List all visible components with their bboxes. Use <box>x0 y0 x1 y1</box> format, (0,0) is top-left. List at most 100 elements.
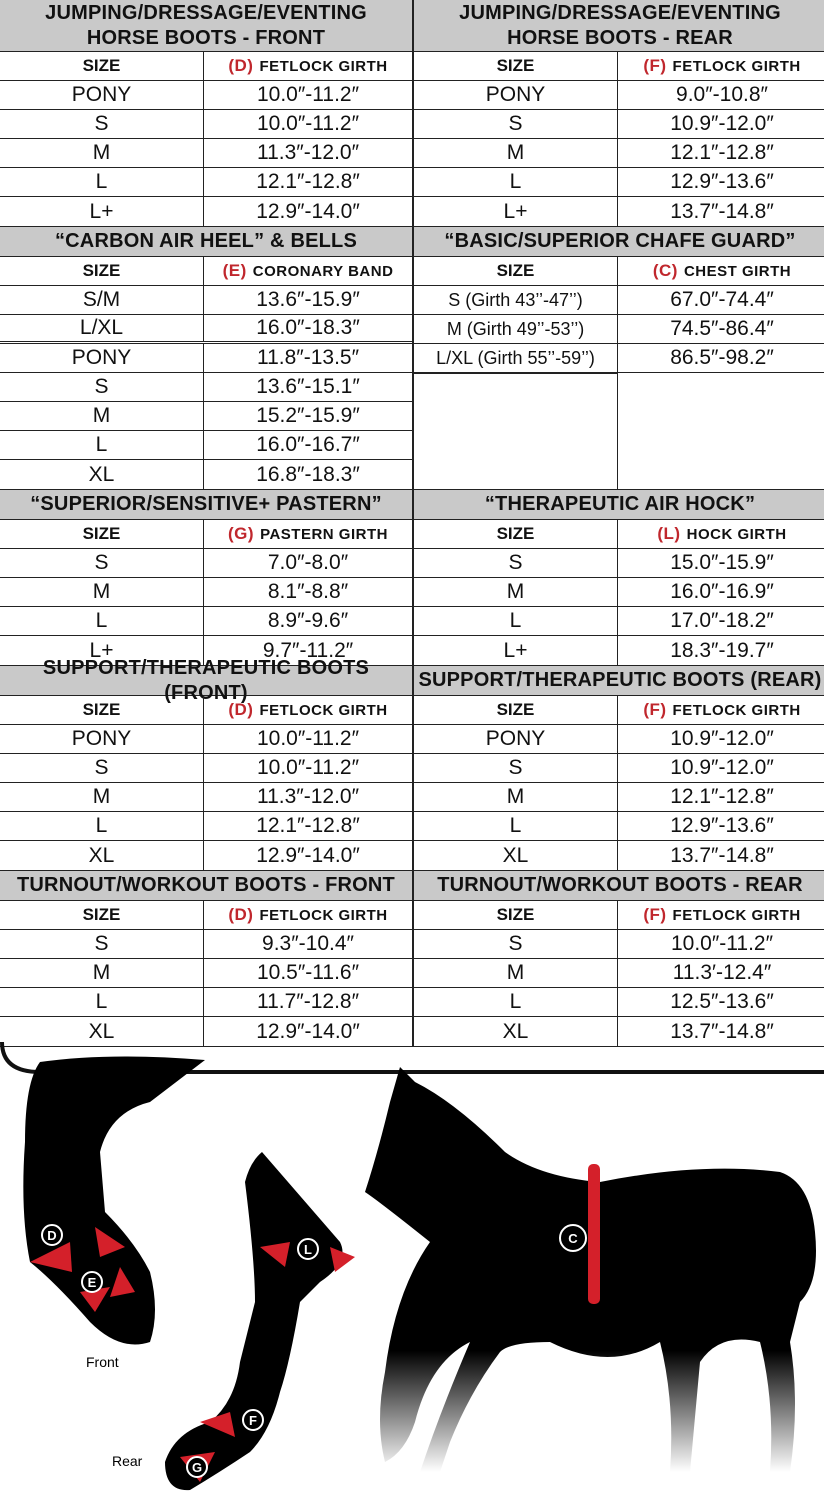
measurement-name: FETLOCK GIRTH <box>259 906 388 924</box>
size-row: S 10.9″-12.0″ <box>414 754 824 783</box>
size-row: L/XL (Girth 55’’-59’’) 86.5″-98.2″ <box>414 344 824 373</box>
svg-text:L: L <box>304 1242 312 1257</box>
size-cell: XL <box>0 841 204 870</box>
measurement-column-header: (C) CHEST GIRTH <box>618 257 824 285</box>
size-cell: S <box>0 549 204 577</box>
measurement-letter: (F) <box>643 700 667 719</box>
measurement-cell: 74.5″-86.4″ <box>670 317 774 340</box>
size-cell: L <box>0 168 204 196</box>
measurement-name: CORONARY BAND <box>252 262 394 280</box>
front-label: Front <box>86 1354 119 1370</box>
measurement-cell: 11.7″-12.8″ <box>256 990 360 1013</box>
svg-text:C: C <box>568 1231 578 1246</box>
measurement-cell: 12.1″-12.8″ <box>670 785 774 808</box>
measurement-cell: 11.3″-12.0″ <box>256 141 360 164</box>
rear-label: Rear <box>112 1453 143 1469</box>
front-leg-silhouette <box>23 1056 206 1345</box>
measurement-cell: 10.9″-12.0″ <box>670 756 774 779</box>
size-column-header: SIZE <box>414 520 618 548</box>
measurement-cell: 12.1″-12.8″ <box>670 141 774 164</box>
size-column-header: SIZE <box>414 696 618 724</box>
svg-text:D: D <box>47 1228 56 1243</box>
size-column-header: SIZE <box>414 901 618 929</box>
size-row: XL 13.7″-14.8″ <box>414 1017 824 1046</box>
size-cell: PONY <box>414 81 618 109</box>
svg-text:G: G <box>192 1460 202 1475</box>
measurement-cell: 12.5″-13.6″ <box>670 990 774 1013</box>
measurement-letter: (F) <box>643 56 667 75</box>
size-cell: XL <box>0 460 204 489</box>
marker-labels: D E L F G C <box>41 1224 587 1478</box>
measurement-name: FETLOCK GIRTH <box>672 57 801 75</box>
size-row: M 11.3′-12.4″ <box>414 959 824 988</box>
size-row: L 12.1″-12.8″ <box>0 812 412 841</box>
measurement-cell: 18.3″-19.7″ <box>670 638 774 662</box>
size-table-left: “CARBON AIR HEEL” & BELLS SIZE (E) CORONARY… <box>0 227 412 489</box>
size-cell: XL <box>414 1017 618 1046</box>
size-cell: M <box>414 783 618 811</box>
size-row: S 10.0″-11.2″ <box>0 754 412 783</box>
size-cell: S <box>0 373 204 401</box>
size-row: M 10.5″-11.6″ <box>0 959 412 988</box>
size-cell: L/XL <box>0 315 204 341</box>
empty-cell <box>414 373 618 489</box>
size-cell: M (Girth 49’’-53’’) <box>414 315 618 343</box>
table-title: SUPPORT/THERAPEUTIC BOOTS (REAR) <box>414 666 824 696</box>
size-row: XL 16.8″-18.3″ <box>0 460 412 489</box>
measurement-cell: 12.9″-14.0″ <box>256 199 360 223</box>
measurement-letter: (E) <box>222 261 247 280</box>
size-column-header: SIZE <box>0 52 204 80</box>
measurement-name: PASTERN GIRTH <box>260 525 388 543</box>
size-row: M (Girth 49’’-53’’) 74.5″-86.4″ <box>414 315 824 344</box>
size-row: S 10.9″-12.0″ <box>414 110 824 139</box>
size-cell: M <box>0 959 204 987</box>
size-row: PONY 11.8″-13.5″ <box>0 344 412 373</box>
measurement-column-header: (F) FETLOCK GIRTH <box>618 901 824 929</box>
marker-l-icon: L <box>297 1238 319 1260</box>
measurement-cell: 11.3′-12.4″ <box>672 961 772 984</box>
size-cell: S (Girth 43’’-47’’) <box>414 286 618 314</box>
size-row: S 10.0″-11.2″ <box>414 930 824 959</box>
rear-leg-silhouette <box>165 1152 343 1491</box>
measurement-letter: (D) <box>228 56 254 75</box>
size-row: L 12.9″-13.6″ <box>414 168 824 197</box>
size-cell: L <box>0 607 204 635</box>
size-row: S 10.0″-11.2″ <box>0 110 412 139</box>
measurement-cell: 16.8″-18.3″ <box>256 462 360 486</box>
size-table-left: SUPPORT/THERAPEUTIC BOOTS (FRONT) SIZE (D)… <box>0 657 412 870</box>
size-row: XL 12.9″-14.0″ <box>0 1017 412 1046</box>
size-cell: L+ <box>0 636 204 665</box>
measurement-cell: 13.6″-15.1″ <box>256 375 360 398</box>
size-row: S 7.0″-8.0″ <box>0 549 412 578</box>
measurement-cell: 11.8″-13.5″ <box>256 346 360 369</box>
size-cell: M <box>414 959 618 987</box>
measurement-cell: 8.9″-9.6″ <box>267 609 349 632</box>
size-cell: L <box>414 607 618 635</box>
size-cell: L/XL (Girth 55’’-59’’) <box>414 344 618 372</box>
size-row: M 11.3″-12.0″ <box>0 139 412 168</box>
measurement-cell: 67.0″-74.4″ <box>670 288 774 311</box>
measurement-cell: 12.9″-14.0″ <box>256 1019 360 1043</box>
measurement-column-header: (D) FETLOCK GIRTH <box>204 901 412 929</box>
measurement-cell: 15.0″-15.9″ <box>670 551 774 574</box>
size-table-right: TURNOUT/WORKOUT BOOTS - REAR SIZE (F) FETLO… <box>412 871 824 1046</box>
column-header-row: SIZE (L) HOCK GIRTH <box>414 520 824 549</box>
measurement-letter: (G) <box>228 524 255 543</box>
measurement-cell: 17.0″-18.2″ <box>670 609 774 632</box>
column-header-row: SIZE (D) FETLOCK GIRTH <box>0 696 412 725</box>
size-row: PONY 9.0″-10.8″ <box>414 81 824 110</box>
size-table-right: JUMPING/DRESSAGE/EVENTING HORSE BOOTS - … <box>412 0 824 226</box>
measurement-cell: 13.6″-15.9″ <box>256 288 360 311</box>
size-cell: S <box>414 754 618 782</box>
size-cell: PONY <box>0 81 204 109</box>
column-header-row: SIZE (E) CORONARY BAND <box>0 257 412 286</box>
size-cell: PONY <box>0 344 204 372</box>
size-row: M 12.1″-12.8″ <box>414 783 824 812</box>
column-header-row: SIZE (F) FETLOCK GIRTH <box>414 901 824 930</box>
measurement-name: FETLOCK GIRTH <box>259 701 388 719</box>
measurement-letter: (D) <box>228 700 254 719</box>
size-cell: PONY <box>0 725 204 753</box>
measurement-cell: 13.7″-14.8″ <box>670 843 774 867</box>
measurement-column-header: (G) PASTERN GIRTH <box>204 520 412 548</box>
size-cell: S/M <box>0 286 204 314</box>
